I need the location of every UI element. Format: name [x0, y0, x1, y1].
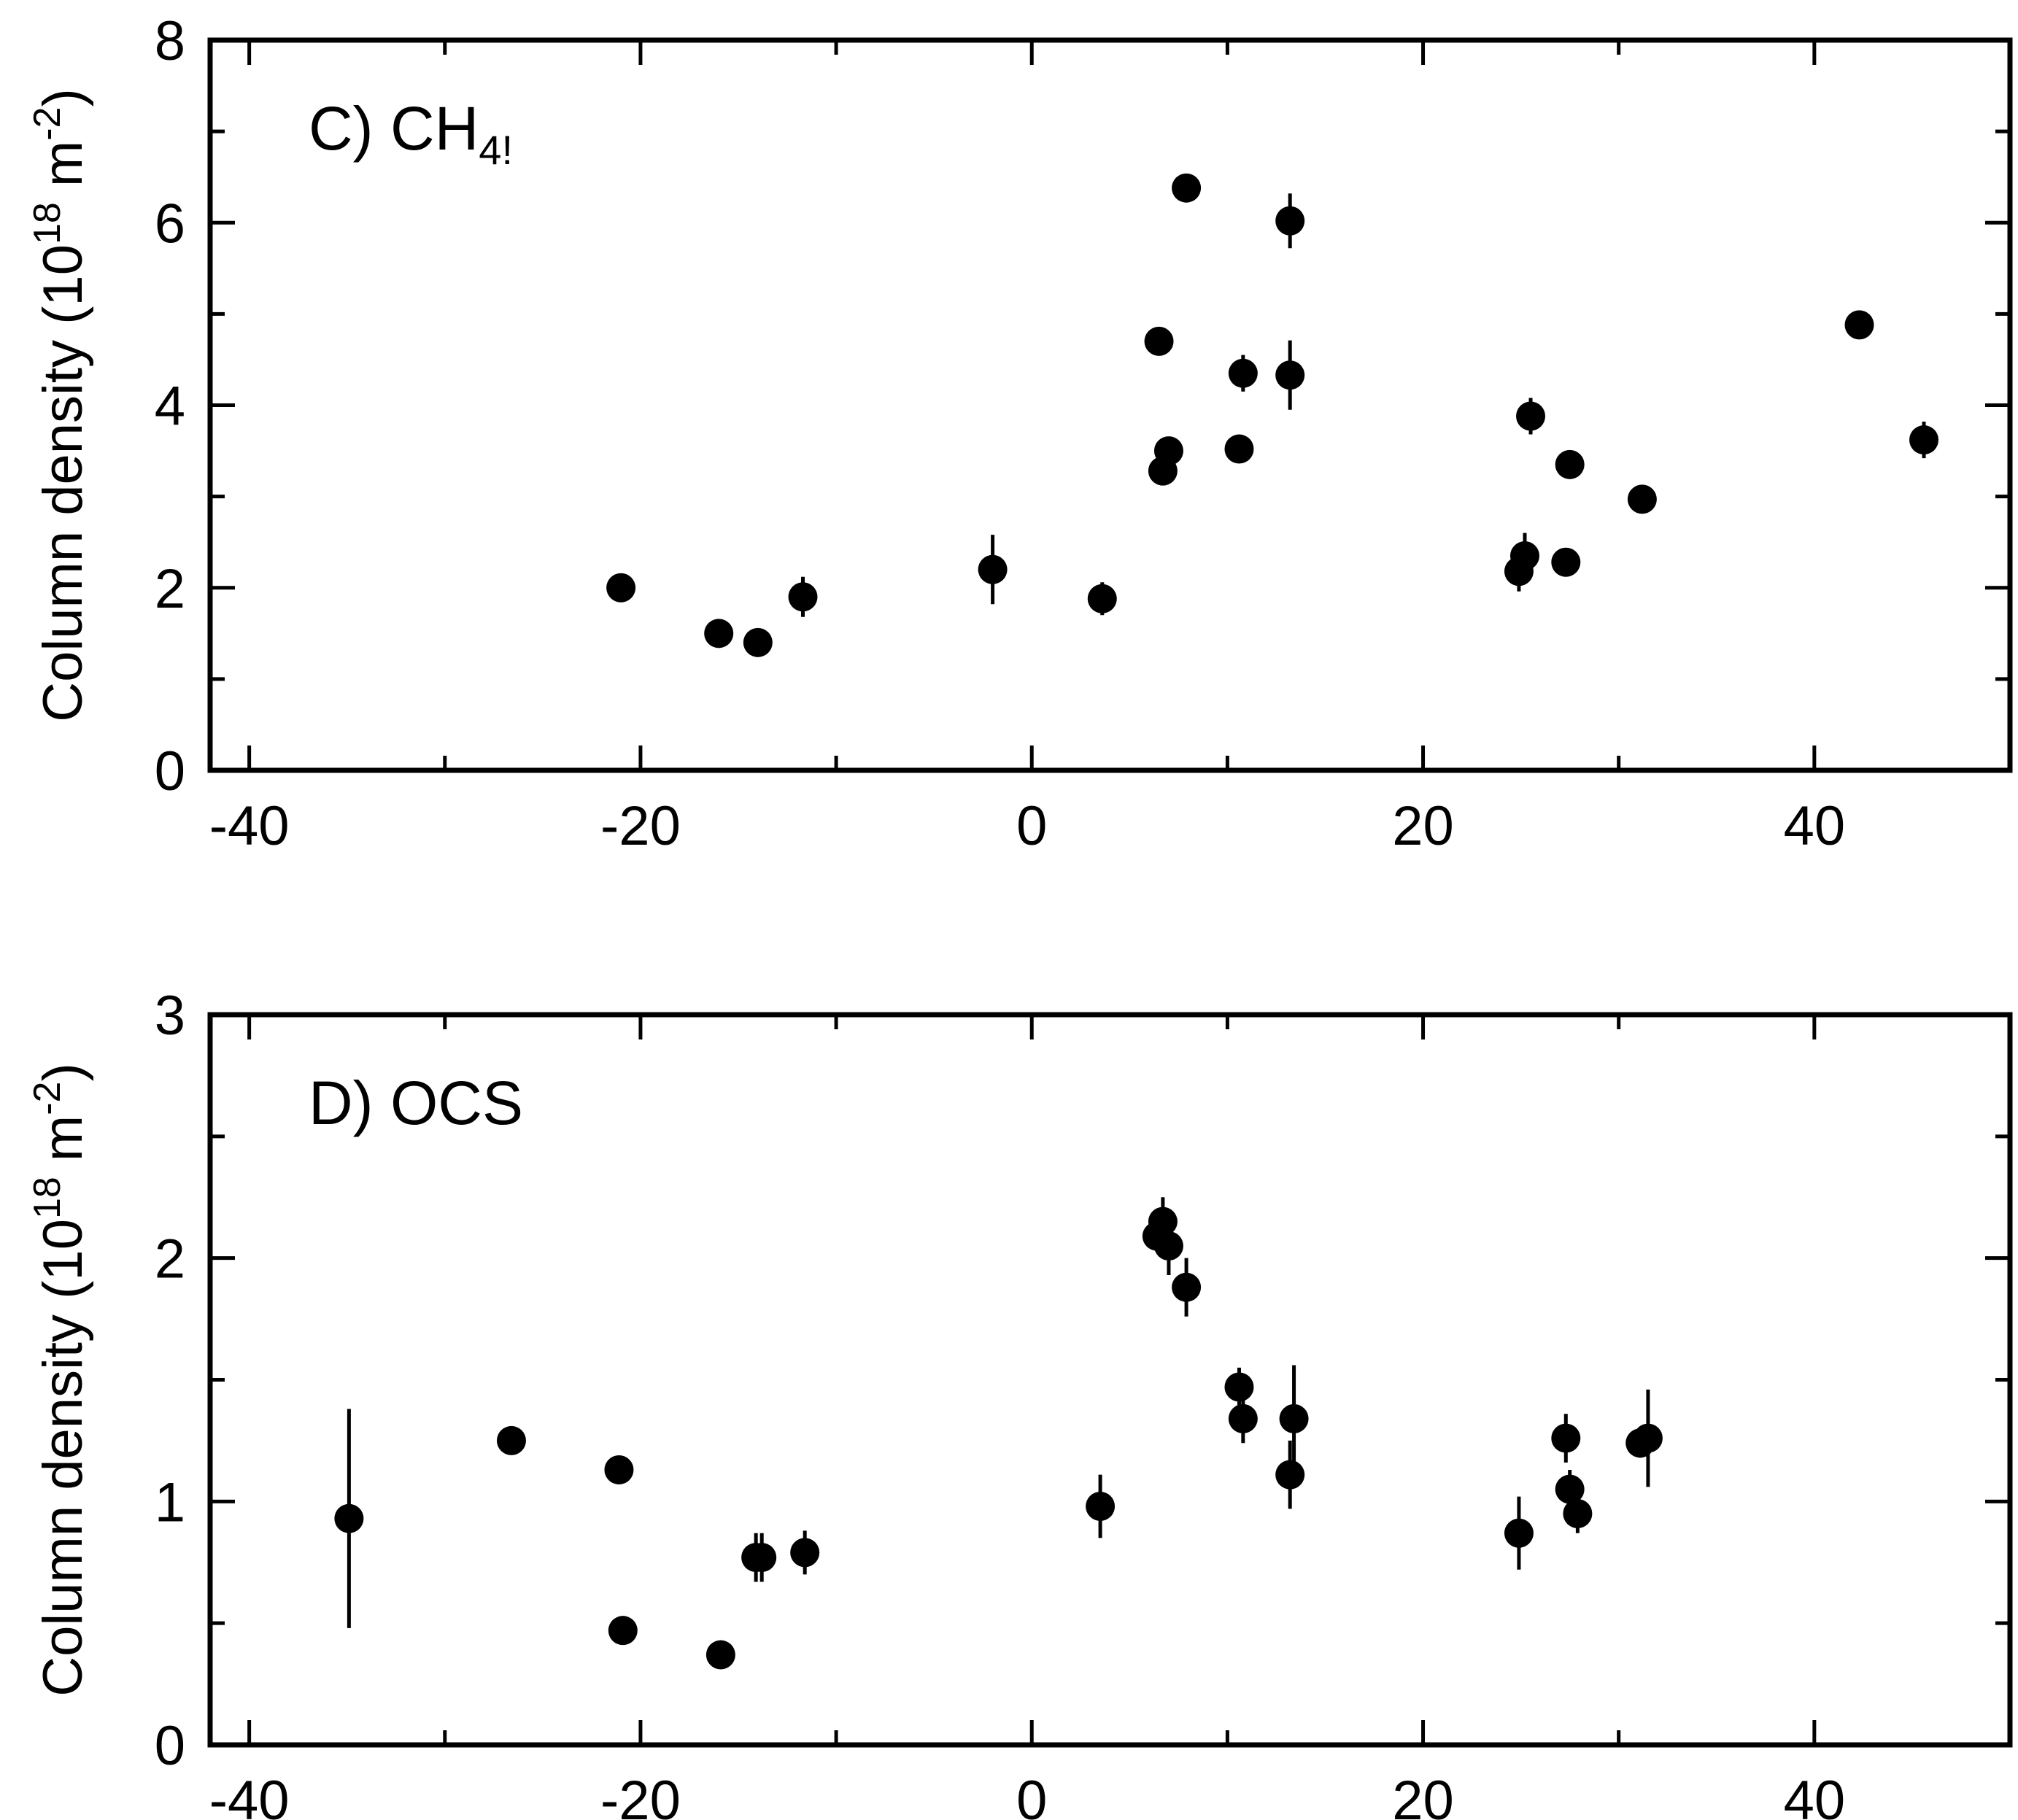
x-tick-label: 0 — [1016, 795, 1047, 857]
y-axis-label-unit-exponent: -2 — [26, 107, 69, 141]
y-tick-label: 8 — [155, 10, 185, 72]
panel-label-text: C) CH — [309, 94, 479, 163]
y-tick-label: 6 — [155, 193, 185, 255]
y-tick-label: 2 — [155, 558, 185, 620]
data-point — [1228, 1403, 1258, 1433]
x-tick-label: 40 — [1784, 1770, 1846, 1820]
data-point — [1086, 1492, 1116, 1522]
data-point — [1153, 1231, 1183, 1261]
x-tick-label: 20 — [1392, 1770, 1454, 1820]
y-tick-label: 2 — [155, 1228, 185, 1290]
x-tick-label: 40 — [1784, 795, 1846, 857]
data-point — [1172, 173, 1202, 203]
data-point — [496, 1425, 526, 1455]
data-point — [1279, 1403, 1309, 1433]
y-tick-label: 3 — [155, 985, 185, 1047]
data-point — [1144, 326, 1174, 356]
data-point — [1633, 1423, 1663, 1453]
x-tick-label: -40 — [209, 795, 290, 857]
data-point — [1844, 310, 1874, 340]
data-point — [743, 627, 773, 657]
data-point — [1224, 434, 1254, 464]
data-point — [1153, 436, 1183, 466]
y-axis-label: Column density (1018 m-2) — [26, 88, 94, 722]
y-axis-label-unit: m — [32, 1115, 94, 1177]
panel-label: C) CH4! — [309, 94, 513, 173]
data-point — [978, 554, 1008, 584]
y-axis-label-exponent: 18 — [26, 1177, 69, 1219]
data-point — [334, 1503, 364, 1533]
data-point — [1172, 1272, 1202, 1302]
x-tick-label: -40 — [209, 1770, 290, 1820]
data-point — [704, 619, 734, 648]
data-point — [1563, 1499, 1593, 1529]
y-axis-label-close: ) — [32, 88, 94, 107]
data-point — [1909, 425, 1939, 455]
y-tick-label: 4 — [155, 376, 185, 438]
data-point — [1148, 1207, 1178, 1236]
panel-c-ch4: -40 -20 0 20 40 0 2 4 6 8 Column density (1018 m-2… — [26, 10, 2013, 857]
data-point — [1275, 1460, 1305, 1490]
y-tick-label: 1 — [155, 1471, 185, 1533]
data-point — [1224, 1372, 1254, 1402]
y-axis-label-exponent: 18 — [26, 202, 69, 244]
panel-d-ocs: -40 -20 0 20 40 0 1 2 3 Column density (1018 m-2)… — [26, 985, 2013, 1820]
y-axis-label-unit-exponent: -2 — [26, 1082, 69, 1115]
y-tick-label: 0 — [155, 740, 185, 802]
y-axis-label-main: Column density (10 — [32, 1219, 94, 1697]
data-point — [1555, 449, 1585, 479]
data-point — [604, 1455, 634, 1484]
y-axis-label-close: ) — [32, 1063, 94, 1081]
data-point — [1509, 541, 1539, 570]
x-tick-label: -20 — [600, 795, 681, 857]
data-point — [1627, 484, 1657, 514]
data-point — [1275, 206, 1305, 236]
y-axis-label: Column density (1018 m-2) — [26, 1063, 94, 1697]
data-point — [1504, 1518, 1534, 1548]
x-tick-label: 0 — [1016, 1770, 1047, 1820]
y-axis-label-main: Column density (10 — [32, 244, 94, 722]
data-point — [790, 1538, 820, 1568]
data-point — [1087, 584, 1117, 613]
x-tick-label: -20 — [600, 1770, 681, 1820]
y-axis-label-unit: m — [32, 141, 94, 202]
data-point — [1551, 547, 1581, 577]
data-point — [1516, 401, 1546, 431]
data-point — [1228, 358, 1258, 388]
panel-label: D) OCS — [309, 1069, 523, 1137]
x-tick-label: 20 — [1392, 795, 1454, 857]
data-point — [705, 1640, 735, 1670]
data-point — [1275, 360, 1305, 390]
data-point — [608, 1616, 638, 1646]
data-point — [606, 573, 636, 603]
y-tick-label: 0 — [155, 1715, 185, 1777]
data-point — [747, 1543, 777, 1573]
panel-label-subscript: 4! — [479, 127, 513, 173]
data-point — [1551, 1423, 1581, 1453]
data-point — [788, 582, 818, 612]
panel-label-text: D) OCS — [309, 1069, 523, 1137]
